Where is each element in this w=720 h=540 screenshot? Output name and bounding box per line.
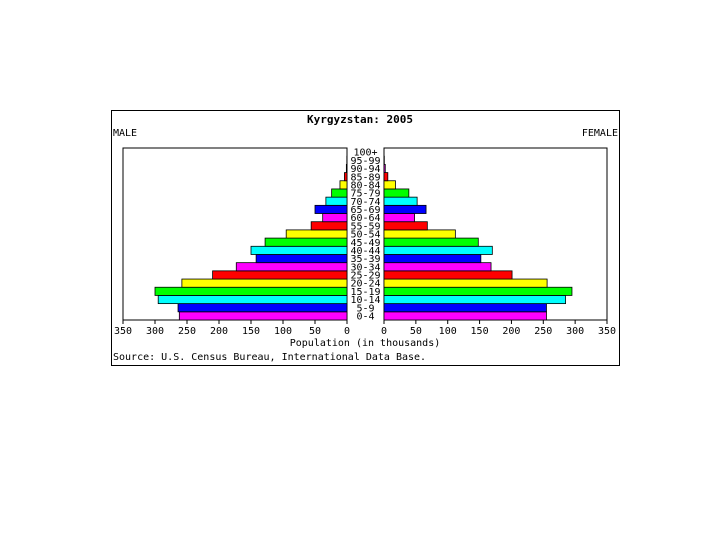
female-bar-0-4 [383,311,547,321]
female-bar-35-39 [383,254,482,264]
male-bar-55-59 [310,221,348,231]
chart-title: Kyrgyzstan: 2005 [307,113,413,126]
age-label-60-64: 60-64 [350,213,380,224]
female-tick-label: 150 [471,326,489,337]
male-tick-label: 200 [210,326,228,337]
age-label-30-34: 30-34 [350,262,380,273]
female-bar-70-74 [383,196,418,206]
male-tick-label: 0 [344,326,350,337]
male-bar-5-9 [177,303,348,313]
male-bar-80-84 [339,180,348,190]
male-bar-20-24 [181,278,348,288]
age-label-25-29: 25-29 [350,271,380,282]
female-bar-5-9 [383,303,547,313]
age-label-90-94: 90-94 [350,164,380,175]
male-tick-label: 100 [274,326,292,337]
age-label-0-4: 0-4 [356,312,374,323]
male-bar-60-64 [322,213,348,223]
male-tick-label: 50 [309,326,321,337]
male-bar-70-74 [325,196,348,206]
female-bar-25-29 [383,270,513,280]
female-bar-45-49 [383,237,479,247]
female-bar-30-34 [383,262,492,272]
female-bar-60-64 [383,213,415,223]
age-label-100+: 100+ [353,148,377,159]
male-tick-label: 300 [146,326,164,337]
male-bar-45-49 [264,237,348,247]
female-bar-55-59 [383,221,428,231]
female-tick-label: 200 [502,326,520,337]
male-bar-85-89 [344,172,348,182]
chart-frame [111,110,620,366]
age-label-80-84: 80-84 [350,180,380,191]
age-label-85-89: 85-89 [350,172,380,183]
age-label-15-19: 15-19 [350,287,380,298]
age-label-65-69: 65-69 [350,205,380,216]
age-label-45-49: 45-49 [350,238,380,249]
female-bar-15-19 [383,286,573,296]
male-bar-10-14 [157,295,348,305]
female-bar-20-24 [383,278,548,288]
male-bar-15-19 [154,286,348,296]
male-bar-30-34 [235,262,348,272]
female-bar-85-89 [383,172,389,182]
age-label-35-39: 35-39 [350,254,380,265]
male-bar-0-4 [178,311,348,321]
male-bar-40-44 [250,245,348,255]
male-tick-label: 350 [114,326,132,337]
age-label-20-24: 20-24 [350,279,380,290]
female-bar-40-44 [383,245,493,255]
female-tick-label: 350 [598,326,616,337]
female-tick-label: 50 [410,326,422,337]
age-label-5-9: 5-9 [356,303,374,314]
male-bar-90-94 [345,163,348,173]
female-tick-label: 0 [381,326,387,337]
male-bar-50-54 [285,229,348,239]
female-tick-label: 250 [534,326,552,337]
female-bar-80-84 [383,180,396,190]
female-tick-label: 300 [566,326,584,337]
male-bar-65-69 [314,204,348,214]
age-label-70-74: 70-74 [350,197,380,208]
age-label-95-99: 95-99 [350,156,380,167]
female-bar-90-94 [383,163,386,173]
age-label-50-54: 50-54 [350,230,380,241]
female-tick-label: 100 [439,326,457,337]
female-bar-65-69 [383,204,427,214]
male-label: MALE [113,128,138,139]
female-bar-75-79 [383,188,410,198]
age-label-75-79: 75-79 [350,189,380,200]
female-label: FEMALE [581,128,618,139]
age-label-40-44: 40-44 [350,246,380,257]
age-label-55-59: 55-59 [350,221,380,232]
male-bar-35-39 [255,254,348,264]
source-note: Source: U.S. Census Bureau, Internationa… [113,352,427,363]
male-bar-25-29 [212,270,348,280]
male-bar-75-79 [331,188,348,198]
male-tick-label: 150 [242,326,260,337]
x-axis-label: Population (in thousands) [289,338,441,349]
male-tick-label: 250 [178,326,196,337]
age-label-10-14: 10-14 [350,295,380,306]
female-bar-10-14 [383,295,566,305]
female-bar-50-54 [383,229,456,239]
